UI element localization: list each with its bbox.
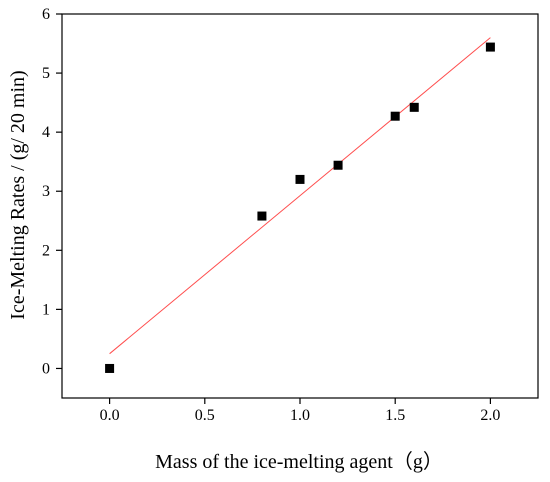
x-tick-label: 1.5 <box>385 407 405 424</box>
fit-line <box>109 37 491 355</box>
x-tick-label: 0.5 <box>195 407 215 424</box>
data-point <box>295 174 305 184</box>
data-points-layer <box>105 42 495 373</box>
x-tick-label: 0.0 <box>100 407 120 424</box>
y-tick-label: 5 <box>42 65 50 82</box>
y-axis-title: Ice-Melting Rates / (g/ 20 min) <box>7 70 29 319</box>
plot-frame <box>61 13 539 399</box>
data-point <box>485 42 495 52</box>
x-axis-title: Mass of the ice-melting agent（g） <box>155 450 443 473</box>
y-tick-label: 3 <box>42 183 50 200</box>
data-point <box>409 102 419 112</box>
x-tick-label: 2.0 <box>480 407 500 424</box>
y-tick-label: 4 <box>42 124 50 141</box>
data-point <box>105 363 115 373</box>
y-tick-label: 2 <box>42 242 50 259</box>
data-point <box>333 160 343 170</box>
fit-line-layer <box>109 37 491 355</box>
data-point <box>390 111 400 121</box>
x-tick-label: 1.0 <box>290 407 310 424</box>
y-tick-label: 0 <box>42 360 50 377</box>
y-tick-label: 1 <box>42 301 50 318</box>
data-point <box>257 211 267 221</box>
y-tick-label: 6 <box>42 6 50 23</box>
axis-ticks: 0.0 0.5 1.0 1.5 2.0 0 1 2 3 4 5 6 <box>42 6 500 424</box>
